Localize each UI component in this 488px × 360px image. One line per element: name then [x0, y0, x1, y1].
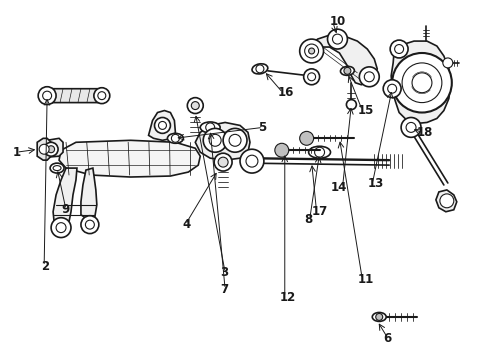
Text: 13: 13 — [366, 177, 383, 190]
Polygon shape — [37, 138, 51, 160]
Text: 11: 11 — [357, 273, 373, 286]
Circle shape — [274, 143, 288, 157]
Circle shape — [308, 48, 314, 54]
Ellipse shape — [371, 312, 386, 321]
Circle shape — [39, 144, 49, 154]
Polygon shape — [435, 190, 456, 212]
Polygon shape — [195, 122, 249, 160]
Text: 1: 1 — [13, 146, 21, 159]
Circle shape — [205, 123, 214, 132]
Text: 14: 14 — [330, 181, 346, 194]
Circle shape — [56, 223, 66, 233]
Ellipse shape — [340, 66, 354, 75]
Circle shape — [389, 40, 407, 58]
Circle shape — [85, 220, 94, 229]
Text: 18: 18 — [416, 126, 432, 139]
Polygon shape — [81, 168, 97, 220]
Circle shape — [346, 100, 356, 109]
Circle shape — [303, 69, 319, 85]
Text: 4: 4 — [182, 218, 190, 231]
Circle shape — [81, 216, 99, 234]
Circle shape — [44, 142, 58, 156]
Circle shape — [442, 58, 452, 68]
Circle shape — [214, 153, 232, 171]
Text: 3: 3 — [220, 266, 228, 279]
Circle shape — [299, 131, 313, 145]
Text: 6: 6 — [383, 332, 391, 345]
Text: 17: 17 — [311, 205, 327, 218]
Polygon shape — [390, 41, 450, 123]
Ellipse shape — [251, 64, 267, 74]
Circle shape — [332, 34, 342, 44]
Circle shape — [299, 39, 323, 63]
Circle shape — [314, 147, 324, 157]
Text: 12: 12 — [279, 291, 295, 303]
Ellipse shape — [50, 163, 64, 173]
Circle shape — [47, 146, 55, 153]
Polygon shape — [53, 168, 77, 226]
Circle shape — [223, 129, 246, 152]
Polygon shape — [307, 35, 376, 85]
Polygon shape — [43, 138, 63, 157]
Circle shape — [191, 102, 199, 109]
Circle shape — [51, 218, 71, 238]
Circle shape — [439, 194, 453, 208]
Text: 16: 16 — [277, 86, 294, 99]
Polygon shape — [43, 89, 105, 103]
Circle shape — [383, 80, 400, 98]
Text: 10: 10 — [329, 15, 345, 28]
Circle shape — [304, 44, 318, 58]
Ellipse shape — [308, 146, 330, 158]
Circle shape — [307, 73, 315, 81]
Circle shape — [228, 134, 241, 146]
Circle shape — [375, 314, 382, 320]
Circle shape — [364, 72, 373, 82]
Circle shape — [359, 67, 379, 87]
Circle shape — [387, 84, 396, 93]
Text: 5: 5 — [257, 121, 265, 134]
Circle shape — [154, 117, 170, 133]
Circle shape — [343, 67, 350, 74]
Polygon shape — [59, 140, 200, 177]
Circle shape — [203, 129, 226, 152]
Text: 8: 8 — [304, 213, 312, 226]
Circle shape — [391, 53, 451, 113]
Text: 9: 9 — [61, 203, 69, 216]
Circle shape — [158, 121, 166, 129]
Polygon shape — [148, 111, 175, 140]
Circle shape — [94, 88, 109, 104]
Text: 2: 2 — [41, 260, 49, 273]
Circle shape — [187, 98, 203, 113]
Circle shape — [327, 29, 346, 49]
Circle shape — [240, 149, 264, 173]
Circle shape — [411, 73, 431, 93]
Text: 7: 7 — [220, 283, 228, 296]
Ellipse shape — [53, 166, 61, 171]
Circle shape — [42, 91, 52, 100]
Text: 15: 15 — [357, 104, 373, 117]
Ellipse shape — [200, 122, 220, 133]
Ellipse shape — [167, 133, 183, 143]
Circle shape — [171, 134, 179, 142]
Circle shape — [218, 157, 227, 167]
Circle shape — [255, 65, 264, 73]
Circle shape — [394, 45, 403, 54]
Circle shape — [98, 92, 105, 100]
Circle shape — [405, 122, 415, 132]
Circle shape — [38, 87, 56, 105]
Circle shape — [245, 155, 257, 167]
Circle shape — [400, 117, 420, 137]
Circle shape — [401, 63, 441, 103]
Circle shape — [209, 134, 221, 146]
